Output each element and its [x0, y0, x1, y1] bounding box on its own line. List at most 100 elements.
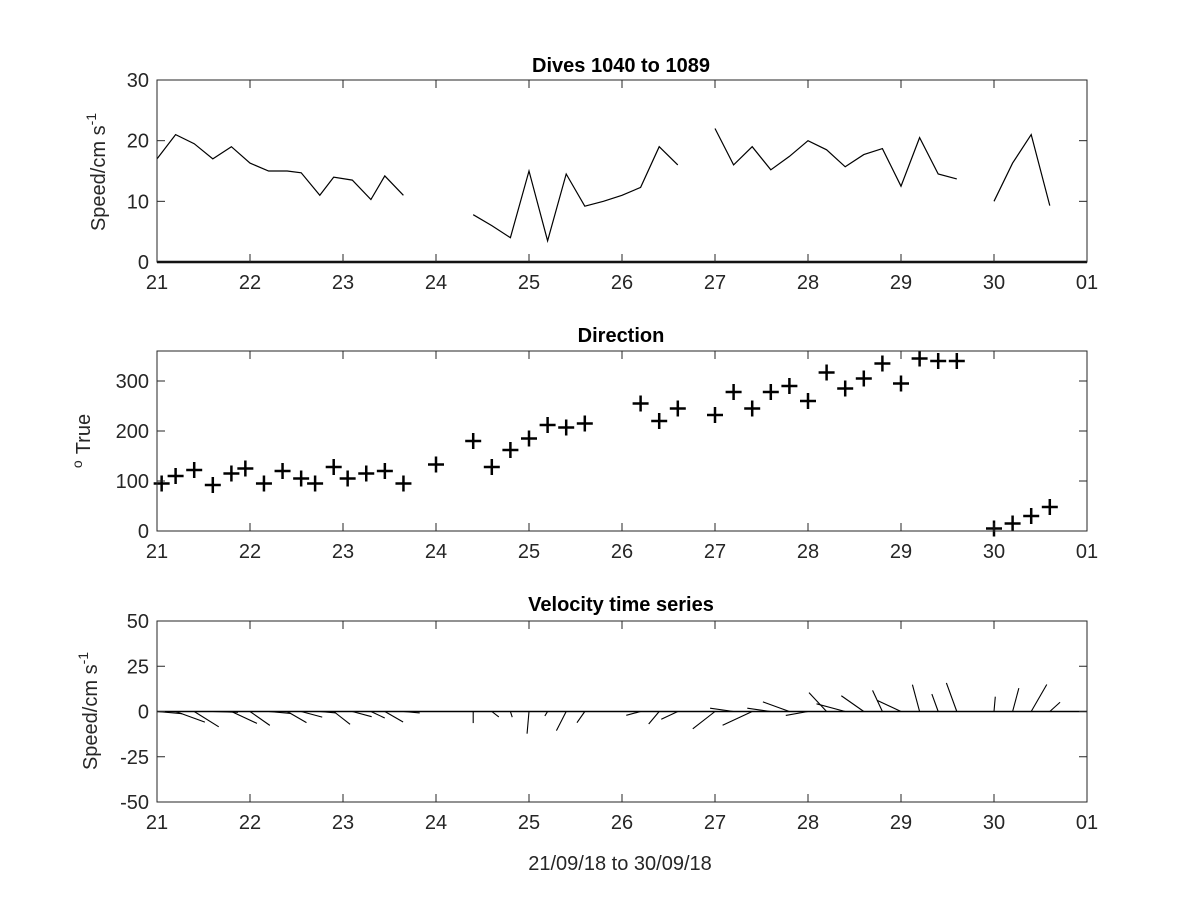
velocity-feather [762, 701, 790, 713]
velocity-feather [175, 710, 206, 723]
direction-marker [800, 393, 816, 409]
speed-line-segment [472, 145, 679, 244]
velocity-feather [816, 703, 846, 713]
velocity-feather [661, 711, 679, 720]
y-tick-label: -25 [120, 747, 149, 769]
direction-marker [558, 419, 575, 436]
y-tick-label: -50 [120, 792, 149, 814]
direction-marker [376, 463, 393, 479]
velocity-feather [911, 684, 921, 712]
velocity-feather [403, 710, 420, 714]
direction-marker [428, 456, 444, 473]
y-tick-label: 0 [138, 521, 149, 543]
y-tick-label: 100 [116, 471, 149, 493]
velocity-feather [840, 695, 865, 712]
direction-marker [707, 407, 723, 423]
x-tick-label: 25 [518, 812, 540, 834]
speed-line-segment [714, 128, 957, 188]
x-tick-label: 26 [611, 272, 633, 294]
x-tick-label: 27 [704, 541, 726, 563]
velocity-feather [193, 711, 220, 728]
x-tick-label: 23 [332, 272, 354, 294]
direction-marker [325, 459, 342, 475]
velocity-feather [576, 711, 586, 724]
direction-marker [237, 460, 254, 477]
velocity-feather [544, 711, 549, 717]
direction-marker [186, 462, 203, 478]
velocity-feather [1012, 687, 1020, 712]
direction-marker [465, 433, 482, 449]
velocity-feather [648, 711, 660, 725]
x-tick-label: 22 [239, 272, 261, 294]
x-tick-label: 21 [146, 812, 168, 834]
panel-title: Direction [578, 325, 665, 347]
x-tick-label: 21 [146, 272, 168, 294]
direction-marker [818, 364, 835, 381]
direction-marker [255, 475, 272, 492]
axes-box [156, 350, 1088, 532]
speed-line-segment [156, 133, 404, 201]
velocity-feather [722, 711, 753, 726]
x-tick-label: 28 [797, 541, 819, 563]
velocity-feather [491, 711, 500, 718]
y-axis-label: Speed/cm s-1 [75, 652, 102, 770]
direction-marker [358, 465, 375, 482]
direction-marker [855, 370, 872, 387]
y-axis-label-text: True [73, 414, 95, 454]
x-tick-label: 25 [518, 541, 540, 563]
panel-title: Velocity time series [528, 594, 714, 616]
direction-marker [274, 463, 291, 479]
y-axis-label: o True [69, 414, 95, 468]
velocity-feather [1030, 684, 1048, 712]
x-tick-label: 26 [611, 541, 633, 563]
direction-marker [539, 417, 556, 433]
velocity-feather [747, 707, 771, 713]
y-axis-label-superscript: -1 [83, 113, 99, 126]
x-tick-label: 22 [239, 812, 261, 834]
y-tick-label: 300 [116, 371, 149, 393]
direction-marker [502, 442, 519, 458]
x-tick-label: 27 [704, 272, 726, 294]
direction-marker [930, 353, 947, 369]
direction-panel: Direction 0 100 200 300 21 22 23 24 25 26 27 28 29 3… [69, 325, 1098, 563]
y-tick-label: 20 [127, 131, 149, 153]
direction-marker [632, 395, 649, 412]
x-tick-label: 22 [239, 541, 261, 563]
direction-marker [651, 413, 668, 429]
velocity-feather [945, 682, 958, 712]
x-tick-label: 25 [518, 272, 540, 294]
direction-marker [1023, 508, 1040, 524]
y-tick-label: 50 [127, 611, 149, 633]
direction-marker [837, 380, 854, 397]
velocity-feather [384, 711, 404, 723]
direction-marker [744, 400, 761, 417]
velocity-feather [931, 693, 939, 712]
y-axis-label-superscript: -1 [75, 652, 91, 665]
direction-marker [725, 384, 742, 400]
direction-marker [669, 400, 686, 417]
x-tick-label: 30 [983, 541, 1005, 563]
x-tick-label: 28 [797, 812, 819, 834]
velocity-feather [710, 707, 734, 713]
y-tick-label: 0 [138, 252, 149, 274]
direction-marker [153, 475, 170, 492]
velocity-feather [692, 711, 716, 730]
x-tick-label: 30 [983, 812, 1005, 834]
velocity-feather [370, 711, 385, 719]
y-axis-label-text: Speed/cm s [88, 125, 110, 231]
velocity-feather [319, 710, 337, 714]
velocity-feather [333, 711, 351, 725]
direction-marker [521, 430, 537, 447]
direction-marker [576, 415, 593, 432]
axes-box [156, 79, 1088, 263]
direction-marker [395, 475, 412, 492]
velocity-feather [268, 710, 291, 714]
x-tick-label: 29 [890, 812, 912, 834]
x-tick-label: 24 [425, 812, 447, 834]
direction-marker [307, 475, 324, 492]
velocity-feather [808, 692, 828, 712]
direction-marker [204, 477, 221, 493]
direction-marker [874, 355, 891, 372]
